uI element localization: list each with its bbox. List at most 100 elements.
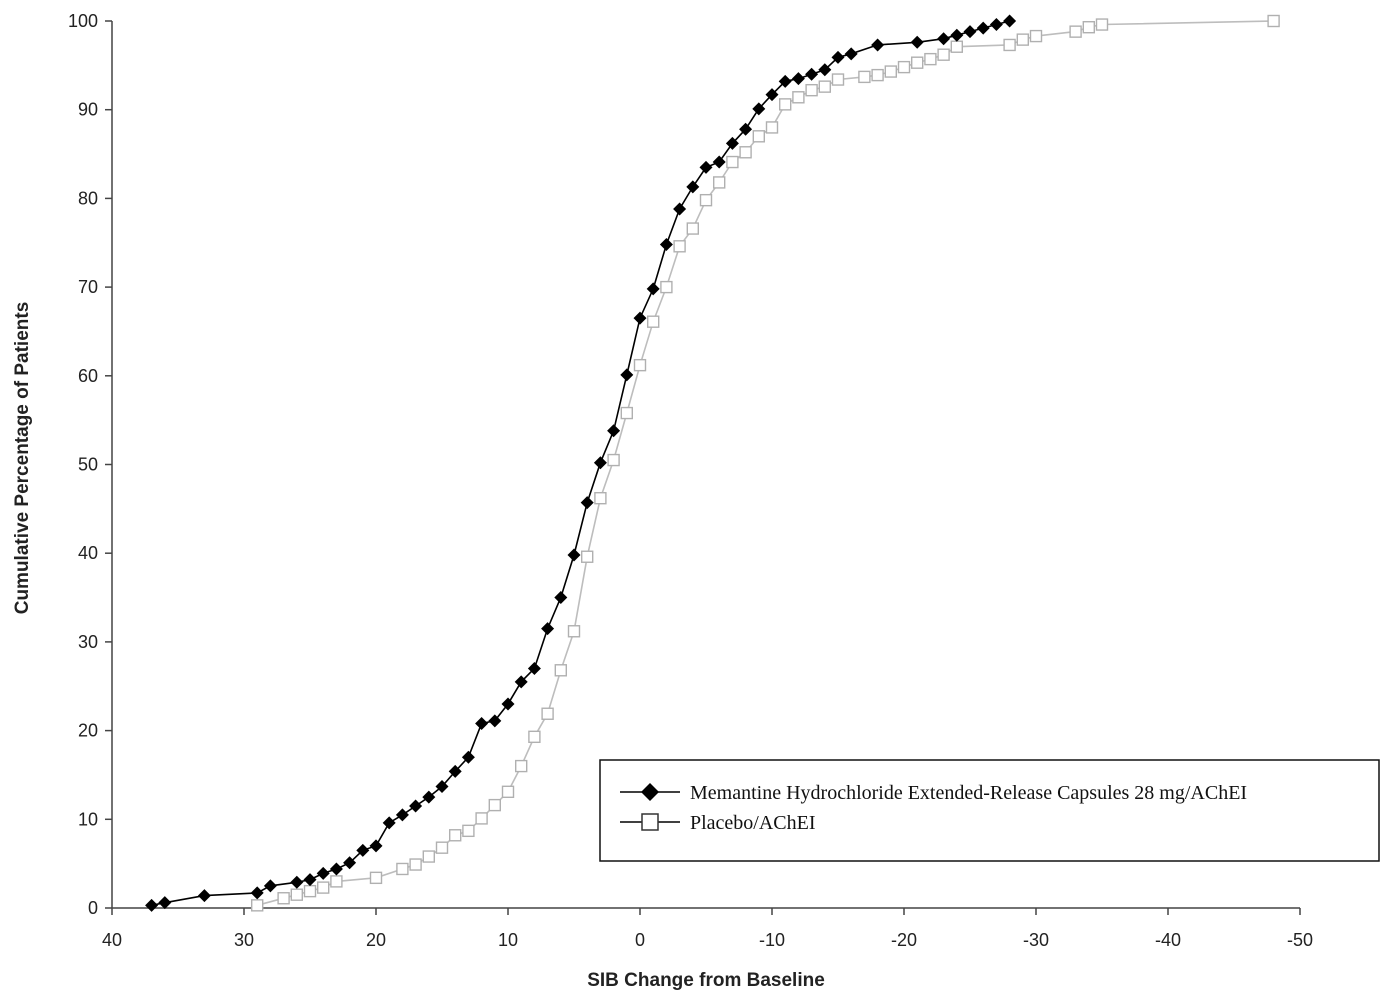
data-point-marker [475,812,488,825]
data-point-marker [950,28,964,42]
data-point-marker [369,871,383,885]
data-point-marker [567,625,581,638]
legend-item-memantine: Memantine Hydrochloride Extended-Release… [620,782,1247,804]
data-point-marker [686,180,700,194]
data-point-marker [818,63,832,77]
data-point-marker [620,406,633,420]
x-tick-label: -20 [891,930,917,950]
y-tick-label: 20 [78,721,98,741]
x-axis-title: SIB Change from Baseline [587,970,825,991]
data-point-marker [950,40,963,53]
data-point-marker [1082,21,1096,34]
data-point-marker [448,764,462,778]
data-point-marker [1003,38,1016,52]
y-tick-label: 60 [78,366,98,386]
data-point-marker [593,456,607,470]
y-tick-label: 30 [78,632,98,652]
data-point-marker [382,816,396,830]
data-point-marker [659,238,673,252]
y-tick-label: 10 [78,809,98,829]
data-point-marker [633,311,647,325]
y-tick-label: 100 [68,11,98,31]
x-tick-label: -50 [1287,930,1313,950]
data-point-marker [316,866,330,880]
data-point-marker [263,879,277,893]
data-point-marker [739,146,752,159]
data-point-marker [620,368,634,382]
data-point-marker [725,136,739,150]
y-tick-label: 40 [78,543,98,563]
data-point-marker [805,67,819,81]
data-point-marker [673,240,686,253]
y-tick-label: 90 [78,100,98,120]
data-point-marker [910,35,924,49]
data-point-marker [475,717,489,731]
data-point-marker [976,21,990,35]
data-point-marker [250,899,264,912]
data-point-marker [739,122,753,136]
data-point-marker [488,714,502,728]
x-tick-label: -10 [759,930,785,950]
data-point-marker [501,697,515,711]
data-point-marker [395,808,409,822]
data-point-marker [778,74,792,88]
x-tick-label: 20 [366,930,386,950]
y-tick-label: 0 [88,898,98,918]
data-point-marker [712,155,726,169]
data-point-marker [554,591,568,605]
legend-item-placebo: Placebo/AChEI [620,812,816,834]
data-point-marker [660,280,673,294]
data-point-marker [527,662,541,676]
data-point-marker [435,779,449,793]
data-point-marker [792,91,805,104]
data-point-marker [250,886,264,900]
data-point-marker [515,759,528,773]
data-point-marker [567,548,581,562]
data-point-marker [461,750,475,764]
data-point-marker [871,68,884,82]
data-point-marker [528,730,541,744]
data-point-marker [369,839,383,853]
data-point-marker [791,72,805,86]
data-point-marker [277,892,290,905]
data-point-marker [646,282,660,296]
legend-label-placebo: Placebo/AChEI [690,812,816,834]
data-point-marker [818,80,831,93]
x-tick-label: 30 [234,930,254,950]
data-point-marker [409,799,423,813]
data-point-marker [726,155,739,169]
data-point-marker [581,550,594,563]
data-point-marker [765,88,779,102]
data-point-marker [607,424,621,438]
data-point-marker [145,898,159,912]
data-point-marker [858,70,871,84]
data-point-marker [937,48,950,61]
data-point-marker [924,52,937,66]
data-point-marker [607,453,620,467]
data-point-marker [831,73,845,86]
data-point-marker [1267,14,1280,28]
data-point-marker [541,707,554,720]
data-point-marker [647,315,660,328]
data-point-marker [1003,14,1017,28]
data-point-marker [713,176,726,189]
data-point-marker [937,32,951,46]
x-tick-label: -30 [1023,930,1049,950]
legend-marker-diamond-icon [641,783,659,801]
data-point-marker [514,675,528,689]
data-point-marker [317,881,330,894]
data-point-marker [422,790,436,804]
legend-marker-square-icon [641,813,659,831]
y-tick-label: 80 [78,188,98,208]
data-point-marker [422,850,435,863]
data-point-marker [884,65,897,78]
data-point-marker [831,50,845,64]
x-tick-label: 10 [498,930,518,950]
data-point-marker [435,841,449,854]
data-point-marker [779,98,792,111]
data-point-marker [594,492,607,505]
data-point-marker [633,358,647,372]
data-point-marker [752,102,766,116]
data-point-marker [449,829,462,842]
